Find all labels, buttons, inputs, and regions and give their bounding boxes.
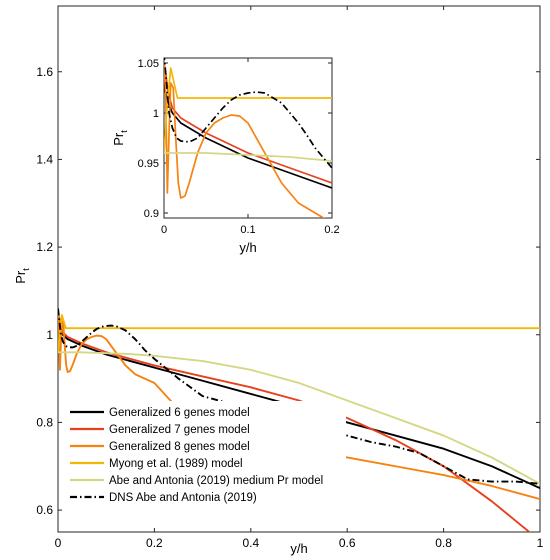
main-x-tick-label: 0.2 [146, 536, 163, 550]
inset-y-axis-label: Prt [111, 130, 129, 146]
inset-y-axis-label-group: Prt [111, 130, 129, 146]
legend-label-1: Generalized 6 genes model [109, 407, 250, 419]
main-x-tick-label: 1 [537, 536, 544, 550]
legend-label-6: DNS Abe and Antonia (2019) [109, 492, 257, 504]
main-x-axis-label: y/h [290, 541, 307, 556]
inset-y-label-main: Pr [111, 132, 126, 146]
main-y-label-main: Pr [13, 270, 28, 284]
inset-x-tick-label: 0 [161, 224, 167, 236]
inset-y-tick-label: 0.9 [144, 208, 159, 220]
inset-x-tick-label: 0.2 [324, 224, 339, 236]
inset-series-line-5 [164, 152, 332, 162]
main-x-tick-label: 0.6 [339, 536, 356, 550]
inset-x-axis-label: y/h [239, 240, 256, 255]
main-y-tick-label: 1.2 [36, 240, 53, 254]
main-y-tick-label: 0.8 [36, 415, 53, 429]
legend-label-3: Generalized 8 genes model [109, 441, 250, 453]
inset-y-label-sub: t [119, 130, 129, 133]
main-series-line-4 [58, 314, 540, 353]
main-y-tick-label: 0.6 [36, 503, 53, 517]
main-y-tick-label: 1 [46, 328, 53, 342]
inset-y-tick-label: 1 [153, 108, 159, 120]
main-series-line-6 [58, 308, 540, 485]
legend-label-4: Myong et al. (1989) model [109, 458, 243, 470]
inset-x-tick-label: 0.1 [240, 224, 255, 236]
inset-axes-box [163, 57, 333, 219]
legend-label-5: Abe and Antonia (2019) medium Pr model [109, 475, 323, 487]
main-y-axis-label-group: Prt [13, 268, 31, 284]
legend-box [64, 401, 346, 506]
legend: Generalized 6 genes model Generalized 7 g… [64, 401, 346, 506]
main-x-tick-label: 0 [55, 536, 62, 550]
main-ticks: 0 0.2 0.4 0.6 0.8 1 0.6 0.8 1 1.2 1.4 1.6 [36, 6, 544, 550]
main-x-tick-label: 0.8 [435, 536, 452, 550]
inset-series-line-2 [164, 62, 332, 184]
inset-plot-area [163, 57, 333, 219]
inset-y-tick-label: 0.95 [138, 158, 159, 170]
main-y-axis-label: Prt [13, 268, 31, 284]
inset-y-tick-label: 1.05 [138, 58, 159, 70]
legend-label-2: Generalized 7 genes model [109, 424, 250, 436]
main-y-tick-label: 1.6 [36, 65, 53, 79]
main-series-line-5 [58, 351, 540, 485]
inset-series-group [164, 58, 332, 218]
inset-series-line-6 [164, 58, 332, 169]
main-y-tick-label: 1.4 [36, 152, 53, 166]
main-y-label-sub: t [21, 268, 31, 271]
main-x-tick-label: 0.4 [242, 536, 259, 550]
main-series-group [58, 308, 540, 532]
